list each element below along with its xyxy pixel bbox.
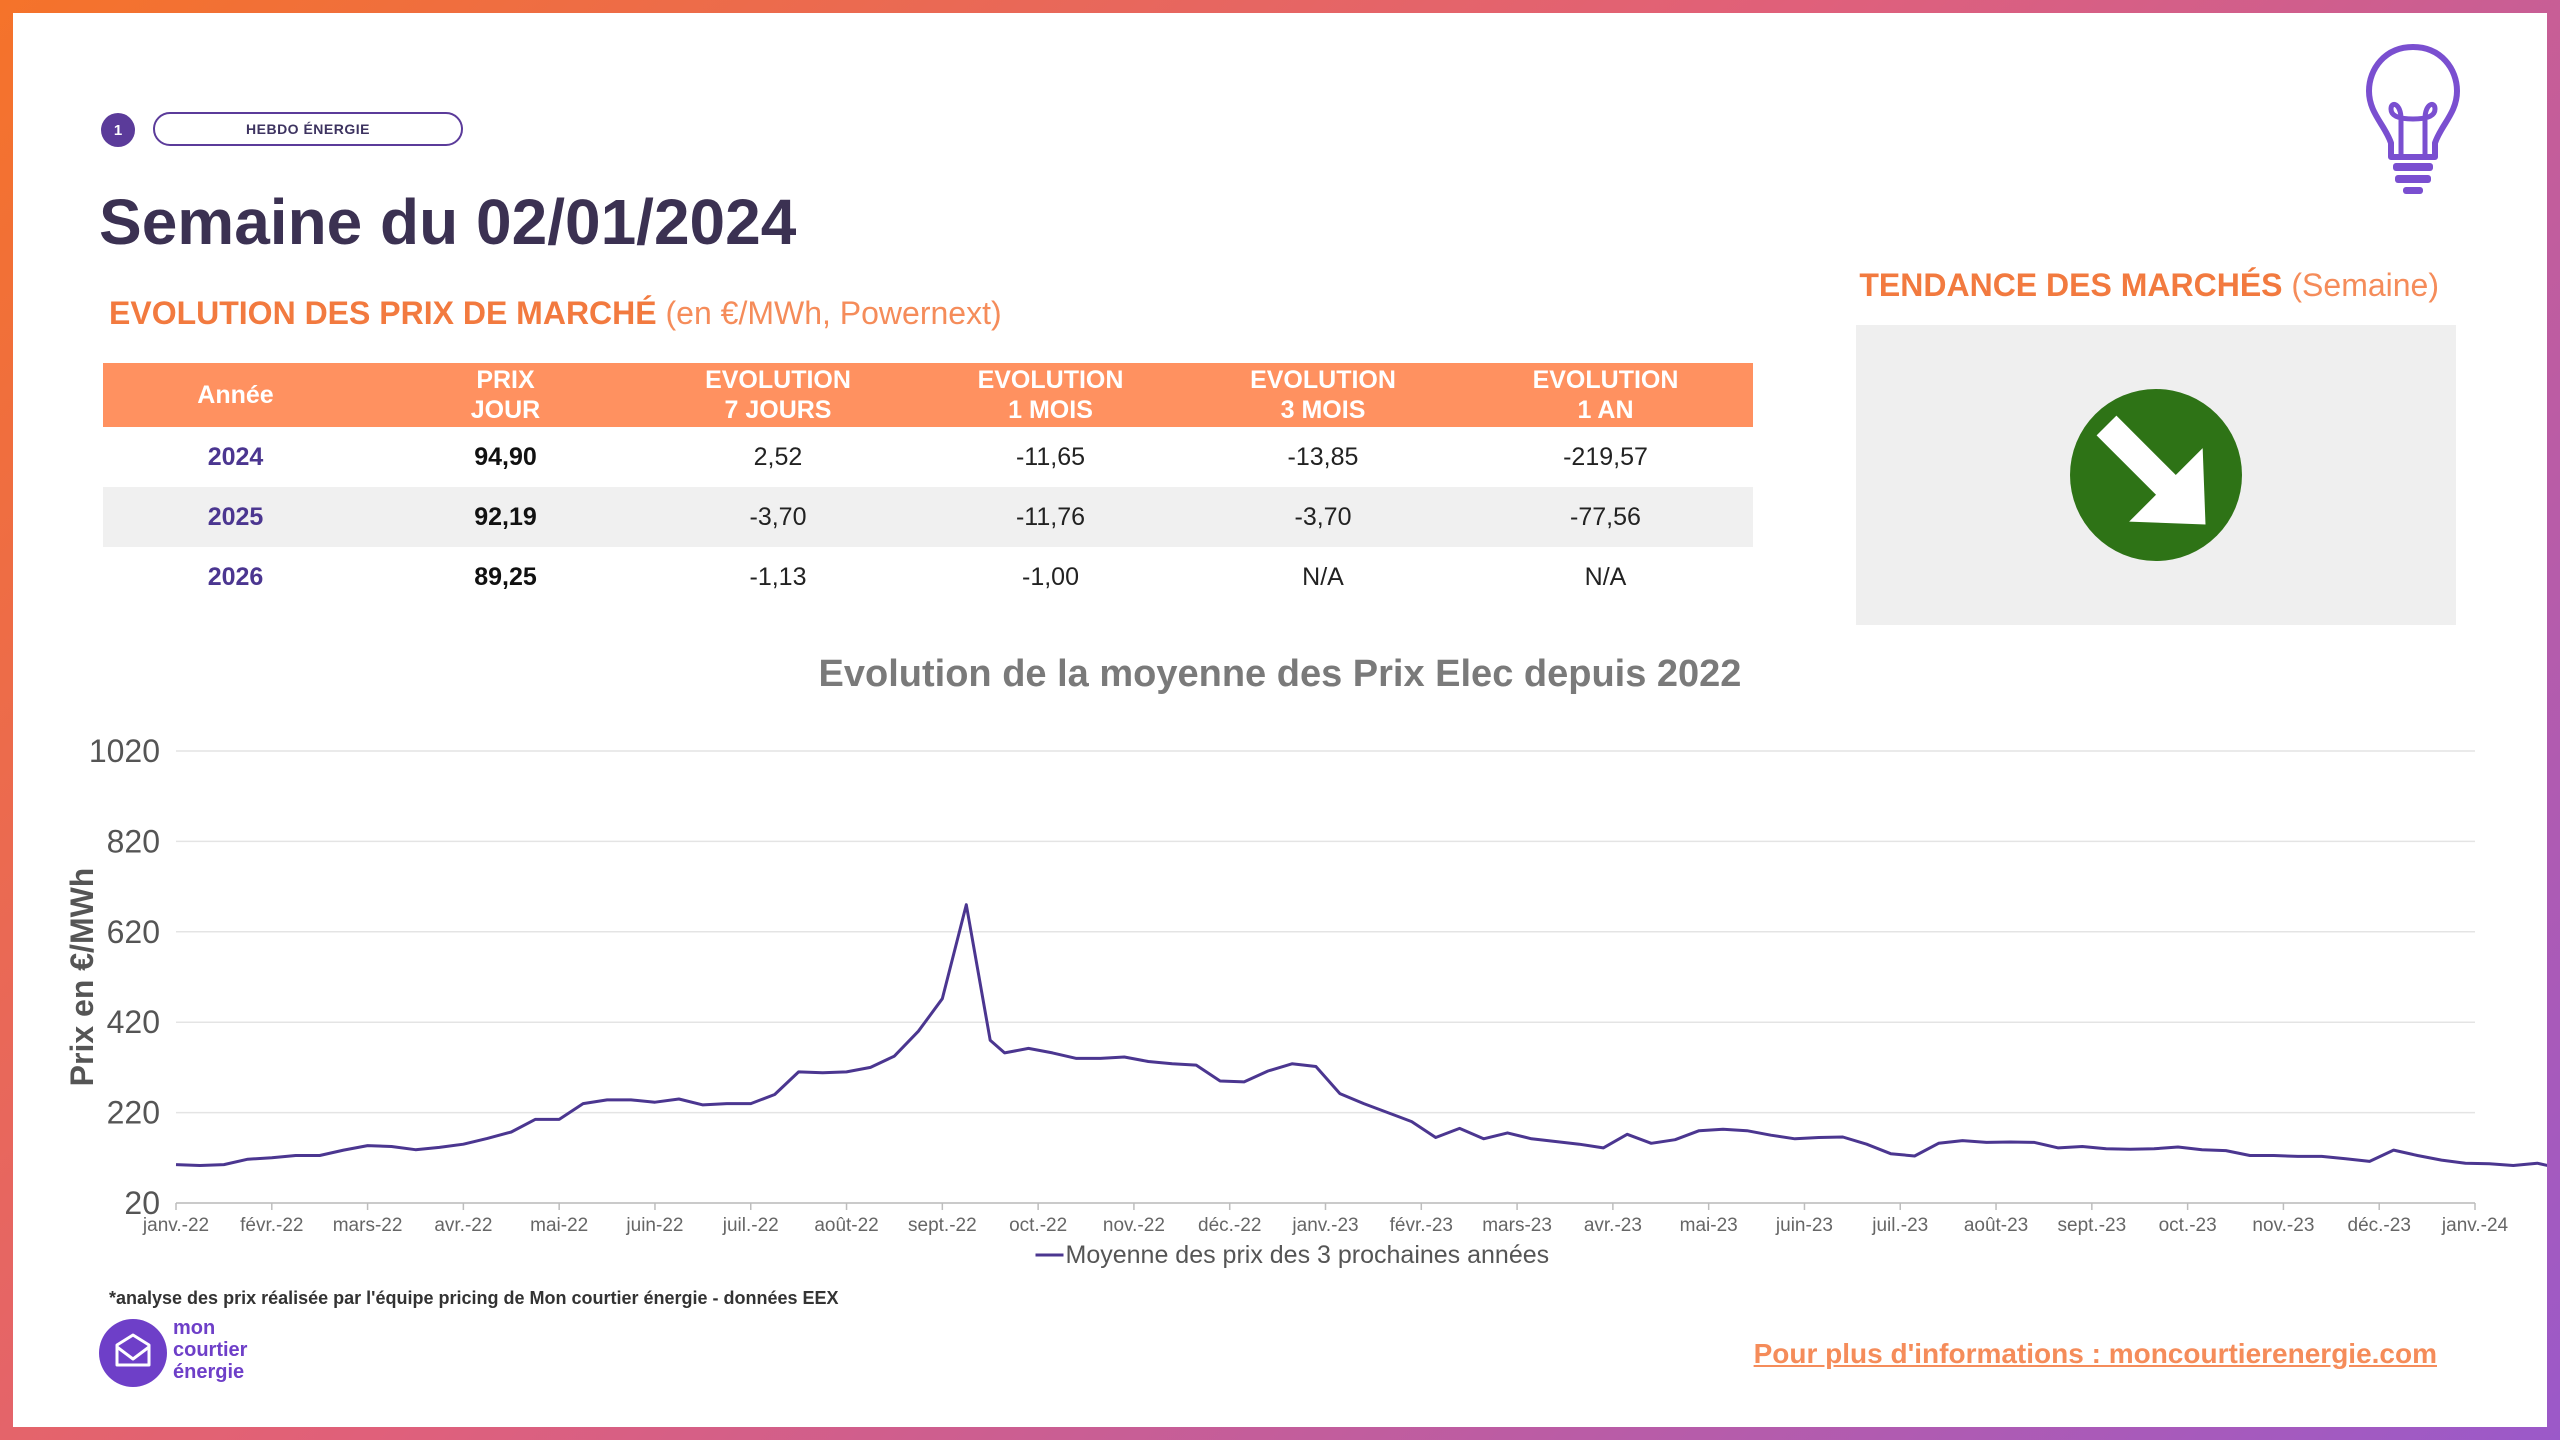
- price-line-chart: 20 220 420 620 820 1020 janv.-22 févr.-22 mars-2…: [64, 733, 2547, 1269]
- chart-title: Evolution de la moyenne des Prix Elec de…: [818, 653, 1742, 695]
- more-info-link[interactable]: Pour plus d'informations : moncourtieren…: [1753, 1338, 2437, 1369]
- trend-down-arrow-icon: [2070, 389, 2242, 561]
- cell-year: 2024: [207, 442, 264, 471]
- series-line: [175, 903, 2547, 1167]
- x-tick-label: janv.-23: [1291, 1215, 1358, 1236]
- y-tick-label: 220: [107, 1095, 160, 1131]
- x-tick-label: avr.-23: [1584, 1215, 1642, 1236]
- x-tick-label: nov.-22: [1103, 1215, 1165, 1236]
- cell-price: 92,19: [368, 487, 643, 547]
- brand-line-2: courtier: [173, 1339, 248, 1361]
- x-tick-label: août-22: [814, 1215, 878, 1236]
- page-number-badge: 1: [101, 113, 135, 147]
- col-evolution-1m: EVOLUTION 1 MOIS: [913, 363, 1188, 427]
- legend-label: Moyenne des prix des 3 prochaines années: [1066, 1241, 1550, 1269]
- y-tick-label: 1020: [89, 733, 160, 769]
- x-tick-label: sept.-22: [908, 1215, 977, 1236]
- cell-evo-7d: -3,70: [643, 487, 913, 547]
- x-tick-label: mars-22: [333, 1215, 403, 1236]
- cell-evo-7d: -1,13: [749, 562, 807, 591]
- brand-line-3: énergie: [173, 1361, 245, 1383]
- cell-evo-1m: -11,76: [913, 487, 1188, 547]
- cell-evo-7d: 2,52: [753, 442, 803, 471]
- cell-evo-1y: -219,57: [1563, 442, 1648, 471]
- x-tick-label: août-23: [1964, 1215, 2028, 1236]
- cell-price: 89,25: [474, 562, 537, 591]
- x-tick-label: juil.-22: [722, 1215, 779, 1236]
- price-table-header: Année PRIX JOUR EVOLUTION 7 JOURS EVOLUTIO…: [103, 363, 1753, 427]
- x-tick-label: mai-23: [1680, 1215, 1738, 1236]
- x-tick-label: févr.-23: [1390, 1215, 1453, 1236]
- x-tick-label: juin-22: [625, 1215, 683, 1236]
- cell-evo-1m: -11,65: [1015, 442, 1086, 471]
- y-tick-label: 620: [107, 914, 160, 950]
- brand-name: mon courtier énergie: [173, 1317, 247, 1383]
- col-evolution-3m: EVOLUTION 3 MOIS: [1188, 363, 1458, 427]
- price-table: Année PRIX JOUR EVOLUTION 7 JOURS EVOLUTIO…: [103, 363, 1753, 607]
- x-tick-label: mars-23: [1482, 1215, 1552, 1236]
- page-title: Semaine du 02/01/2024: [99, 186, 797, 258]
- x-tick-label: juin-23: [1775, 1215, 1833, 1236]
- col-evolution-7d: EVOLUTION 7 JOURS: [643, 363, 913, 427]
- trend-title: TENDANCE DES MARCHÉS (Semaine): [1859, 267, 2439, 304]
- y-axis-label: Prix en €/MWh: [64, 868, 100, 1087]
- cell-evo-1y: N/A: [1584, 562, 1627, 591]
- section-title-bold: EVOLUTION DES PRIX DE MARCHÉ: [109, 295, 657, 331]
- report-page: 1 HEBDO ÉNERGIE Semaine du 02/01/2024 EV…: [13, 13, 2547, 1427]
- x-tick-label: nov.-23: [2252, 1215, 2314, 1236]
- cell-price: 94,90: [474, 442, 537, 471]
- x-tick-label: févr.-22: [240, 1215, 303, 1236]
- y-tick-label: 820: [107, 823, 160, 859]
- cell-evo-3m: -13,85: [1287, 442, 1359, 471]
- x-tick-label: janv.-24: [2441, 1215, 2509, 1236]
- brand-logo-icon: [99, 1319, 167, 1387]
- footnote: *analyse des prix réalisée par l'équipe …: [109, 1288, 839, 1308]
- x-tick-label: avr.-22: [434, 1215, 492, 1236]
- report-category-pill: HEBDO ÉNERGIE: [153, 112, 463, 146]
- lightbulb-icon: [2366, 44, 2460, 194]
- x-tick-label: déc.-23: [2348, 1215, 2411, 1236]
- x-tick-label: juil.-23: [1871, 1215, 1928, 1236]
- x-tick-label: janv.-22: [142, 1215, 209, 1236]
- col-daily-price: PRIX JOUR: [368, 363, 643, 427]
- y-tick-label: 20: [124, 1185, 160, 1221]
- col-evolution-1y: EVOLUTION 1 AN: [1458, 363, 1753, 427]
- x-tick-label: déc.-22: [1198, 1215, 1261, 1236]
- section-title-unit: (en €/MWh, Powernext): [665, 295, 1002, 331]
- section-title: EVOLUTION DES PRIX DE MARCHÉ (en €/MWh, …: [109, 295, 1002, 332]
- x-tick-label: oct.-23: [2159, 1215, 2217, 1236]
- x-tick-label: oct.-22: [1009, 1215, 1067, 1236]
- cell-evo-3m: N/A: [1302, 562, 1344, 591]
- table-row: 2025 92,19 -3,70 -11,76 -3,70 -77,56: [103, 487, 1753, 547]
- brand-line-1: mon: [173, 1317, 216, 1339]
- trend-title-period: (Semaine): [2291, 267, 2439, 303]
- cell-evo-1m: -1,00: [1022, 562, 1079, 591]
- cell-year: 2025: [103, 487, 368, 547]
- cell-evo-3m: -3,70: [1188, 487, 1458, 547]
- cell-evo-1y: -77,56: [1458, 487, 1753, 547]
- trend-panel: [1856, 325, 2456, 625]
- col-year: Année: [103, 363, 368, 427]
- x-tick-label: mai-22: [530, 1215, 588, 1236]
- x-tick-label: sept.-23: [2058, 1215, 2127, 1236]
- table-row: 2024 94,90 2,52 -11,65 -13,85 -219,57: [103, 427, 1753, 487]
- cell-year: 2026: [207, 562, 264, 591]
- table-row: 2026 89,25 -1,13 -1,00 N/A N/A: [103, 547, 1753, 607]
- envelope-icon: [115, 1333, 151, 1367]
- y-tick-label: 420: [107, 1004, 160, 1040]
- trend-title-bold: TENDANCE DES MARCHÉS: [1859, 267, 2283, 303]
